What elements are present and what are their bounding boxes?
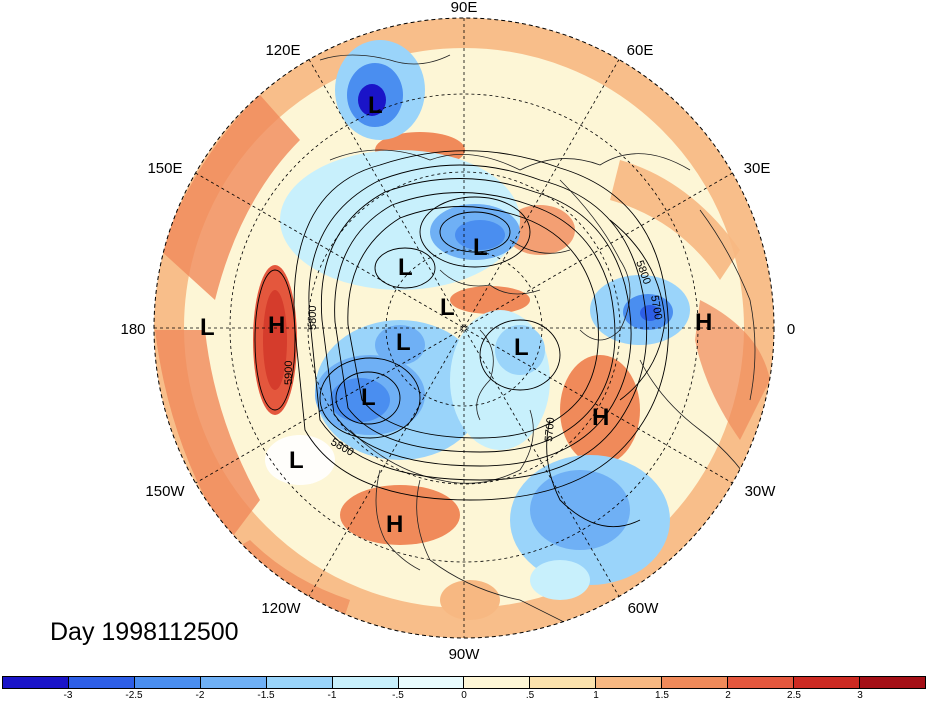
colorbar-box [464,677,531,688]
lon-label-120e: 120E [265,42,300,59]
low-marker: L [200,314,215,341]
graticule [154,18,774,638]
low-marker: L [473,234,488,261]
colorbar-box [596,677,663,688]
high-marker: H [268,312,285,339]
colorbar-box [200,677,267,688]
colorbar-tick-label: 1 [593,690,599,701]
colorbar-box [728,677,795,688]
colorbar-tick-label: -3 [63,690,73,701]
colorbar [2,676,926,689]
date-label: Day 1998112500 [50,618,239,646]
colorbar-tick-label: -.5 [392,690,404,701]
contour-label-5700-a: 5700 [648,294,664,320]
lon-label-90e: 90E [451,0,478,16]
contour-label-5900: 5900 [283,361,295,385]
colorbar-box [332,677,399,688]
lon-label-150e: 150E [147,160,182,177]
colorbar-tick-label: .5 [525,690,535,701]
lon-label-120w: 120W [261,600,301,617]
high-marker: H [695,309,712,336]
colorbar-tick-label: 0 [461,690,467,701]
low-marker: L [289,447,304,474]
lon-label-30w: 30W [745,483,777,500]
lon-label-150w: 150W [145,483,185,500]
low-marker: L [368,92,383,119]
colorbar-box [398,677,465,688]
low-marker: L [440,294,455,321]
colorbar-labels: -3 -2.5 -2 -1.5 -1 -.5 0 .5 1 1.5 2 2.5 3 [2,690,926,702]
lon-label-0: 0 [787,321,795,338]
colorbar-box [794,677,860,688]
lon-label-60w: 60W [628,600,660,617]
low-marker: L [396,329,411,356]
colorbar-box [68,677,135,688]
map-boundary [153,17,775,639]
coastlines [319,54,761,638]
lon-label-90w: 90W [449,646,481,663]
contour-label-5700-b: 5700 [543,417,557,442]
colorbar-box [266,677,333,688]
colorbar-tick-label: 2 [725,690,731,701]
colorbar-tick-label: 1.5 [655,690,669,701]
colorbar-tick-label: -1.5 [257,690,275,701]
height-contours [254,150,669,528]
colorbar-tick-label: -2 [195,690,205,701]
colorbar-box [530,677,597,688]
colorbar-tick-label: -1 [327,690,337,701]
low-marker: L [398,254,413,281]
colorbar-tick-label: -2.5 [125,690,143,701]
colorbar-box [3,677,69,688]
contour-label-5800-b: 5800 [307,306,319,330]
lon-label-180: 180 [120,321,145,338]
colorbar-tick-label: 2.5 [787,690,801,701]
colorbar-tick-label: 3 [857,690,863,701]
colorbar-box [134,677,201,688]
high-marker: H [386,511,403,538]
low-marker: L [514,334,529,361]
lon-label-60e: 60E [627,42,654,59]
lon-label-30e: 30E [744,160,771,177]
colorbar-box [859,677,925,688]
high-marker: H [592,404,609,431]
colorbar-box [662,677,729,688]
low-marker: L [361,384,376,411]
